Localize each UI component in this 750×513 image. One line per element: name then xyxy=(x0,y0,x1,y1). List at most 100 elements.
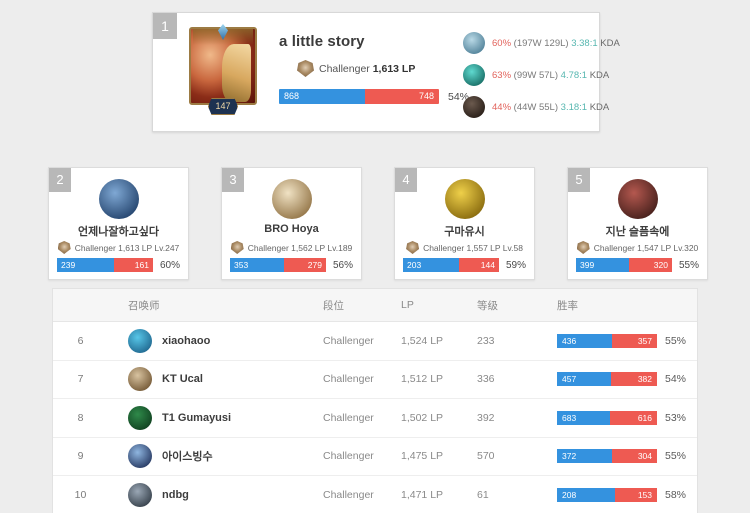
wins-segment: 436 xyxy=(557,333,612,348)
champion-kda: 3.18:1 xyxy=(560,101,588,113)
tier-label: Challenger 1,557 LP Lv.58 xyxy=(423,242,523,253)
row-lp: 1,524 LP xyxy=(401,334,444,347)
row-level: 570 xyxy=(477,450,495,463)
win-loss-row: 239 161 60% xyxy=(57,258,180,272)
champion-kda: 3.38:1 xyxy=(571,37,598,49)
losses-segment: 616 xyxy=(610,410,657,425)
champion-stat-row[interactable]: 63% (99W 57L) 4.78:1 KDA xyxy=(463,61,620,89)
summoner-avatar-icon xyxy=(128,405,152,430)
level-badge: 147 xyxy=(208,98,238,115)
tier-label: Challenger 1,562 LP Lv.189 xyxy=(247,242,353,253)
rank-1-card[interactable]: 1 147 a little story Challenger 1,613 LP xyxy=(152,12,620,132)
champion-stat-row[interactable]: 60% (197W 129L) 3.38:1 KDA xyxy=(463,29,620,57)
rank-3-card[interactable]: 3 BRO Hoya Challenger 1,562 LP Lv.189 353 27… xyxy=(221,167,362,280)
summoner-portrait-icon xyxy=(189,27,257,105)
losses-segment: 748 xyxy=(365,89,439,104)
win-loss-bar: 203 144 xyxy=(403,258,499,272)
table-row[interactable]: 6 xiaohaoo Challenger 1,524 LP 233 436 357 55% xyxy=(53,322,697,361)
champion-win-rate: 63% xyxy=(492,69,512,81)
tier-row: Challenger 1,562 LP Lv.189 xyxy=(222,241,361,254)
row-win-rate: 58% xyxy=(665,488,687,501)
row-lp: 1,502 LP xyxy=(401,411,444,424)
row-tier: Challenger xyxy=(323,488,374,501)
table-body: 6 xiaohaoo Challenger 1,524 LP 233 436 357 55% 7… xyxy=(53,322,697,513)
table-row[interactable]: 9 아이스빙수 Challenger 1,475 LP 570 372 304 55% xyxy=(53,438,697,476)
row-win-rate: 54% xyxy=(665,373,687,386)
row-summoner-name[interactable]: xiaohaoo xyxy=(162,334,211,347)
row-tier: Challenger xyxy=(323,450,374,463)
losses-segment: 161 xyxy=(114,258,153,272)
table-row[interactable]: 7 KT Ucal Challenger 1,512 LP 336 457 382 54% xyxy=(53,361,697,399)
champion-stat-row[interactable]: 44% (44W 55L) 3.18:1 KDA xyxy=(463,93,620,121)
summoner-name[interactable]: 언제나잘하고싶다 xyxy=(78,226,159,238)
row-summoner-name[interactable]: T1 Gumayusi xyxy=(162,411,232,424)
row-win-rate: 53% xyxy=(665,411,687,424)
challenger-emblem-icon xyxy=(576,241,590,254)
row-level: 392 xyxy=(477,411,495,424)
win-rate-value: 54% xyxy=(448,90,470,103)
table-row[interactable]: 10 ndbg Challenger 1,471 LP 61 208 153 58% xyxy=(53,476,697,513)
champion-stats-text: 63% (99W 57L) 4.78:1 KDA xyxy=(492,70,609,81)
summoner-name[interactable]: 구마유시 xyxy=(444,226,485,238)
header-lp: LP xyxy=(401,299,414,311)
win-rate-value: 55% xyxy=(678,259,699,271)
row-summoner-name[interactable]: KT Ucal xyxy=(162,373,203,386)
wins-segment: 399 xyxy=(576,258,629,272)
row-lp: 1,512 LP xyxy=(401,373,444,386)
row-rank: 6 xyxy=(77,334,84,347)
summoner-name[interactable]: a little story xyxy=(279,33,365,50)
tier-label: Challenger 1,547 LP Lv.320 xyxy=(593,242,699,253)
row-level: 336 xyxy=(477,373,495,386)
rank-badge: 1 xyxy=(153,13,177,39)
leaderboard-table: 召唤师 段位 LP 等级 胜率 6 xiaohaoo Challenger 1,524… xyxy=(52,288,698,513)
win-loss-bar: 868 748 xyxy=(279,89,439,104)
win-loss-bar: 372 304 xyxy=(557,449,657,464)
rank-5-card[interactable]: 5 지난 슬픔속에 Challenger 1,547 LP Lv.320 399 320… xyxy=(567,167,708,280)
row-summoner-name[interactable]: 아이스빙수 xyxy=(162,451,213,464)
challenger-emblem-icon xyxy=(406,241,420,254)
summoner-name[interactable]: BRO Hoya xyxy=(264,223,319,235)
header-tier: 段位 xyxy=(323,299,344,312)
table-row[interactable]: 8 T1 Gumayusi Challenger 1,502 LP 392 683 616 5… xyxy=(53,399,697,438)
champion-record: (44W 55L) xyxy=(513,101,559,113)
champion-stats-text: 44% (44W 55L) 3.18:1 KDA xyxy=(492,102,609,113)
champion-win-rate: 60% xyxy=(492,37,512,49)
win-loss-row: 399 320 55% xyxy=(576,258,699,272)
row-rank: 9 xyxy=(77,450,84,463)
wins-segment: 457 xyxy=(557,372,611,387)
row-summoner-name[interactable]: ndbg xyxy=(162,488,189,501)
champion-kda: 4.78:1 xyxy=(560,69,588,81)
win-loss-bar: 436 357 xyxy=(557,333,657,348)
losses-segment: 153 xyxy=(615,487,657,502)
rank-4-card[interactable]: 4 구마유시 Challenger 1,557 LP Lv.58 203 144 59% xyxy=(394,167,535,280)
win-rate-value: 56% xyxy=(332,259,353,271)
losses-segment: 144 xyxy=(459,258,499,272)
row-tier: Challenger xyxy=(323,373,374,386)
tier-row: Challenger 1,557 LP Lv.58 xyxy=(395,241,534,254)
win-loss-bar: 457 382 xyxy=(557,372,657,387)
champion-stats-list: 60% (197W 129L) 3.38:1 KDA 63% (99W 57L) … xyxy=(451,27,620,123)
hero-portrait: 147 xyxy=(185,24,261,115)
win-loss-bar: 683 616 xyxy=(557,410,657,425)
summoner-name[interactable]: 지난 슬픔속에 xyxy=(605,226,670,238)
summoner-avatar-icon xyxy=(271,179,312,219)
row-level: 61 xyxy=(477,488,489,501)
wins-segment: 208 xyxy=(557,487,615,502)
tier-label: Challenger xyxy=(319,62,370,75)
crown-icon xyxy=(218,24,228,40)
win-rate-value: 60% xyxy=(159,259,180,271)
champion-record: (99W 57L) xyxy=(513,69,559,81)
header-win-rate: 胜率 xyxy=(557,299,578,312)
lp-value: 1,613 LP xyxy=(372,62,416,75)
win-loss-bar: 399 320 xyxy=(576,258,672,272)
summoner-avatar-icon xyxy=(444,179,485,219)
top-rank-cards: 2 언제나잘하고싶다 Challenger 1,613 LP Lv.247 239 16… xyxy=(48,167,708,280)
losses-segment: 279 xyxy=(283,258,326,272)
row-rank: 10 xyxy=(74,488,87,501)
wins-segment: 353 xyxy=(230,258,284,272)
rank-2-card[interactable]: 2 언제나잘하고싶다 Challenger 1,613 LP Lv.247 239 16… xyxy=(48,167,189,280)
row-lp: 1,475 LP xyxy=(401,450,444,463)
losses-segment: 304 xyxy=(612,449,657,464)
row-rank: 7 xyxy=(77,373,84,386)
